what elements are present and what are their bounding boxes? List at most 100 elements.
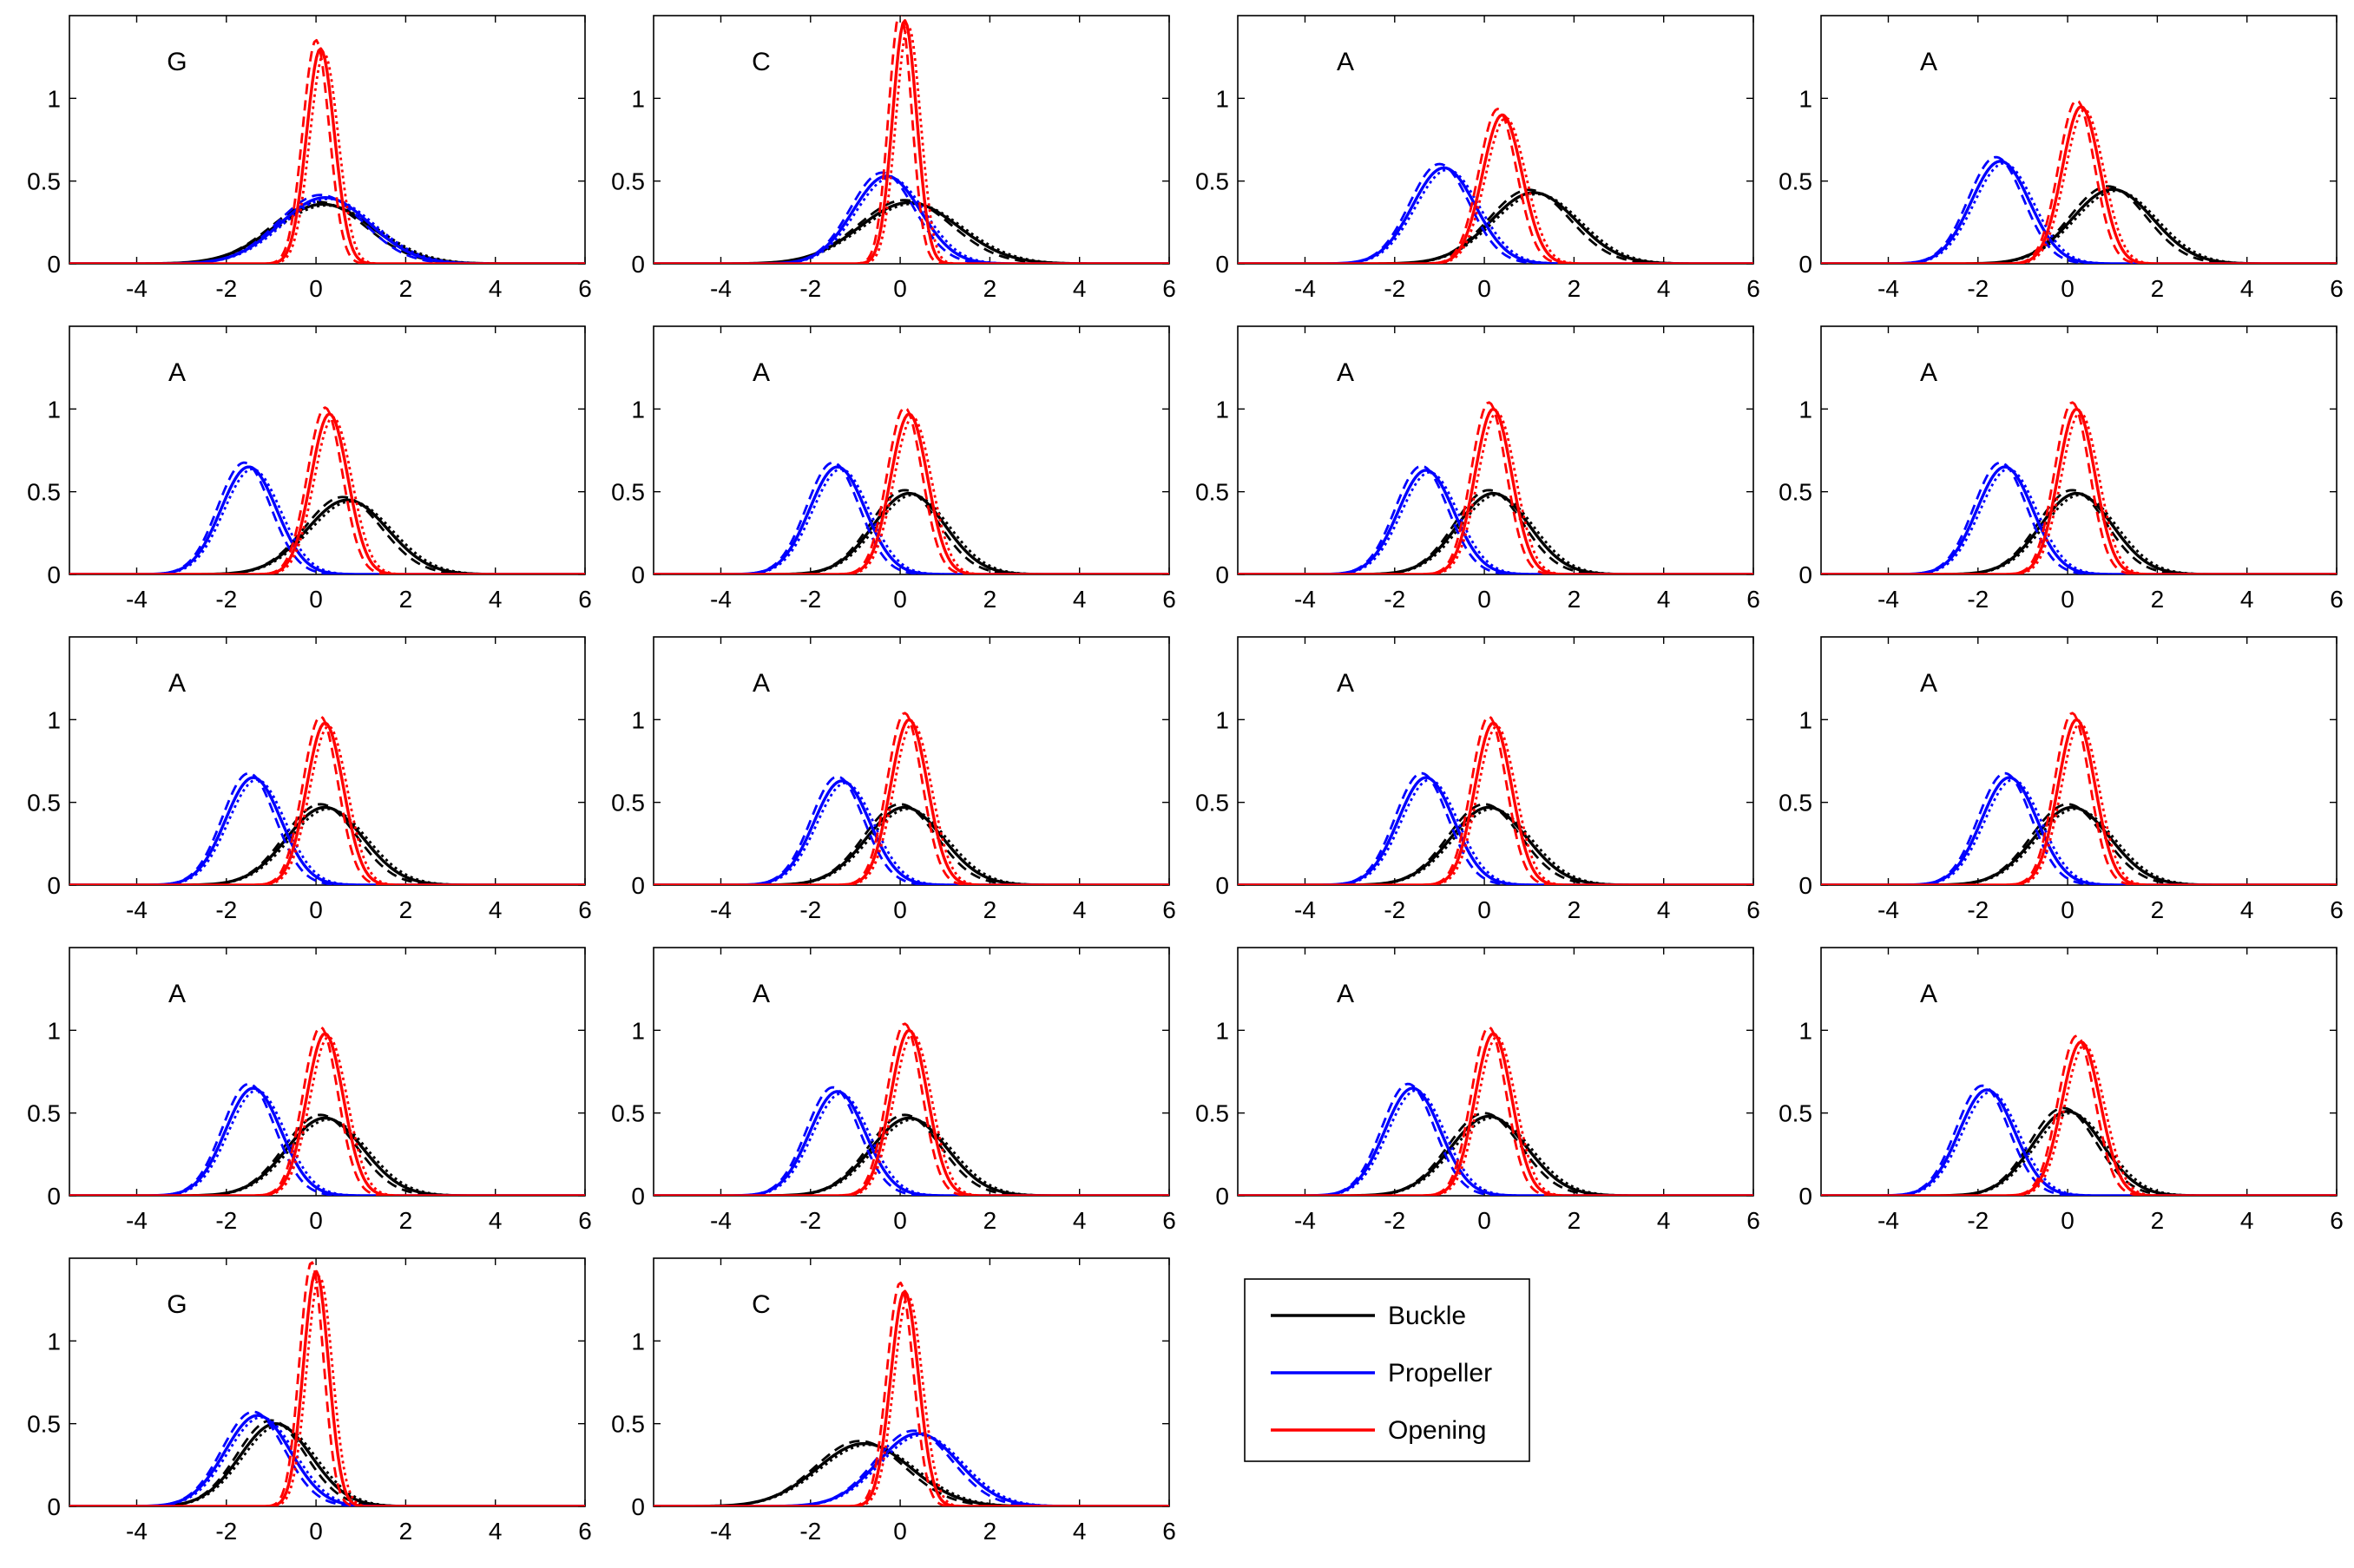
- x-tick-label: 0: [309, 1207, 323, 1234]
- x-tick-label: 0: [893, 586, 907, 613]
- y-tick-label: 0.5: [27, 790, 61, 817]
- y-tick-label: 0.5: [1195, 790, 1229, 817]
- buckle-curve-solid: [69, 805, 585, 885]
- opening-curve-solid: [69, 721, 585, 885]
- x-tick-label: -4: [710, 896, 732, 923]
- x-tick-label: -4: [710, 1207, 732, 1234]
- opening-curve-dotted: [654, 416, 1169, 574]
- panel-9: -4 -2 0 2 4 6 0 0.5 1 A: [27, 636, 592, 923]
- x-tick-label: -4: [710, 586, 732, 613]
- y-tick-label: 0: [47, 561, 61, 588]
- x-tick-label: 2: [399, 586, 413, 613]
- opening-curve-solid: [1238, 113, 1753, 264]
- panel-label: A: [1920, 48, 1937, 76]
- x-tick-label: 4: [1073, 586, 1087, 613]
- panel-label: G: [167, 48, 187, 76]
- buckle-curve-dotted: [1821, 189, 2337, 264]
- panels-grid: -4 -2 0 2 4 6 0 0.5 1 G -4 -2 0 2 4 6 0 0.5 1 C -4 -2 0 2 4 6 0 0.5…: [27, 15, 2344, 1545]
- x-tick-label: -2: [215, 1518, 237, 1545]
- x-tick-label: 6: [2330, 1207, 2344, 1234]
- x-tick-label: 6: [1162, 275, 1176, 302]
- opening-curve-solid: [1238, 1032, 1753, 1196]
- y-tick-label: 0.5: [27, 479, 61, 506]
- x-tick-label: -4: [126, 586, 148, 613]
- x-tick-label: -2: [1967, 1207, 1989, 1234]
- x-tick-label: 0: [2061, 1207, 2075, 1234]
- curves: [69, 38, 585, 264]
- x-tick-label: 0: [1477, 896, 1491, 923]
- x-tick-label: -2: [1384, 586, 1405, 613]
- opening-curve-solid: [654, 412, 1169, 574]
- y-tick-label: 0.5: [611, 168, 645, 195]
- x-tick-label: 6: [1746, 896, 1760, 923]
- y-tick-label: 0: [1215, 251, 1229, 278]
- x-tick-label: 6: [578, 896, 592, 923]
- opening-curve-dashed: [1821, 712, 2337, 885]
- x-tick-label: 2: [399, 275, 413, 302]
- y-tick-label: 0.5: [1195, 479, 1229, 506]
- x-tick-label: 0: [1477, 1207, 1491, 1234]
- x-tick-label: -2: [1384, 1207, 1405, 1234]
- panel-label: A: [1920, 669, 1937, 698]
- x-tick-label: 4: [1073, 1207, 1087, 1234]
- y-tick-label: 0.5: [1779, 790, 1812, 817]
- x-tick-label: 4: [1073, 1518, 1087, 1545]
- x-tick-label: 6: [2330, 275, 2344, 302]
- x-tick-label: 2: [399, 1207, 413, 1234]
- x-tick-label: 6: [1162, 1518, 1176, 1545]
- x-tick-label: -2: [1967, 896, 1989, 923]
- x-tick-label: 2: [399, 1518, 413, 1545]
- x-tick-label: 6: [1162, 896, 1176, 923]
- x-tick-label: 0: [309, 1518, 323, 1545]
- y-tick-label: 1: [631, 1328, 645, 1355]
- y-tick-label: 0.5: [1195, 1100, 1229, 1127]
- opening-curve-dashed: [654, 1022, 1169, 1196]
- curves: [1238, 1026, 1753, 1196]
- panel-15: -4 -2 0 2 4 6 0 0.5 1 A: [1195, 947, 1760, 1234]
- buckle-curve-dashed: [69, 803, 585, 885]
- buckle-curve-dotted: [654, 1443, 1169, 1506]
- opening-curve-dotted: [1238, 116, 1753, 264]
- x-tick-label: -4: [1294, 896, 1316, 923]
- x-tick-label: 4: [1657, 896, 1671, 923]
- y-tick-label: 0: [631, 251, 645, 278]
- y-tick-label: 1: [47, 1017, 61, 1044]
- y-tick-label: 0: [631, 561, 645, 588]
- curves: [69, 715, 585, 885]
- opening-curve-solid: [69, 1269, 585, 1506]
- x-tick-label: 0: [2061, 275, 2075, 302]
- panel-14: -4 -2 0 2 4 6 0 0.5 1 A: [611, 947, 1176, 1234]
- y-tick-label: 1: [1215, 1017, 1229, 1044]
- y-tick-label: 0.5: [611, 1411, 645, 1438]
- curves: [1821, 401, 2337, 574]
- x-tick-label: 4: [1657, 1207, 1671, 1234]
- x-tick-label: 0: [893, 275, 907, 302]
- x-tick-label: 4: [2240, 275, 2254, 302]
- panel-7: -4 -2 0 2 4 6 0 0.5 1 A: [1195, 325, 1760, 613]
- axes-box: [1820, 15, 2338, 265]
- buckle-curve-dashed: [69, 1113, 585, 1196]
- buckle-curve-dashed: [1821, 1106, 2337, 1196]
- panel-12: -4 -2 0 2 4 6 0 0.5 1 A: [1779, 636, 2344, 923]
- panel-17: -4 -2 0 2 4 6 0 0.5 1 G: [27, 1257, 592, 1545]
- y-tick-label: 1: [631, 396, 645, 423]
- x-tick-label: -2: [215, 896, 237, 923]
- curves: [1821, 99, 2337, 264]
- opening-curve-dashed: [654, 712, 1169, 885]
- x-tick-label: 0: [309, 586, 323, 613]
- y-tick-label: 1: [1798, 85, 1812, 112]
- curves: [654, 406, 1169, 574]
- x-tick-label: 6: [1162, 1207, 1176, 1234]
- x-tick-label: -4: [1294, 586, 1316, 613]
- x-tick-label: -2: [799, 275, 821, 302]
- x-tick-label: 2: [2151, 1207, 2165, 1234]
- x-tick-label: 6: [1746, 275, 1760, 302]
- y-tick-label: 0.5: [1195, 168, 1229, 195]
- x-tick-label: 4: [2240, 896, 2254, 923]
- panel-8: -4 -2 0 2 4 6 0 0.5 1 A: [1779, 325, 2344, 613]
- curves: [69, 1261, 585, 1506]
- axes-box: [653, 1257, 1170, 1507]
- x-tick-label: 6: [2330, 586, 2344, 613]
- axes-box: [653, 636, 1170, 886]
- x-tick-label: -2: [1967, 275, 1989, 302]
